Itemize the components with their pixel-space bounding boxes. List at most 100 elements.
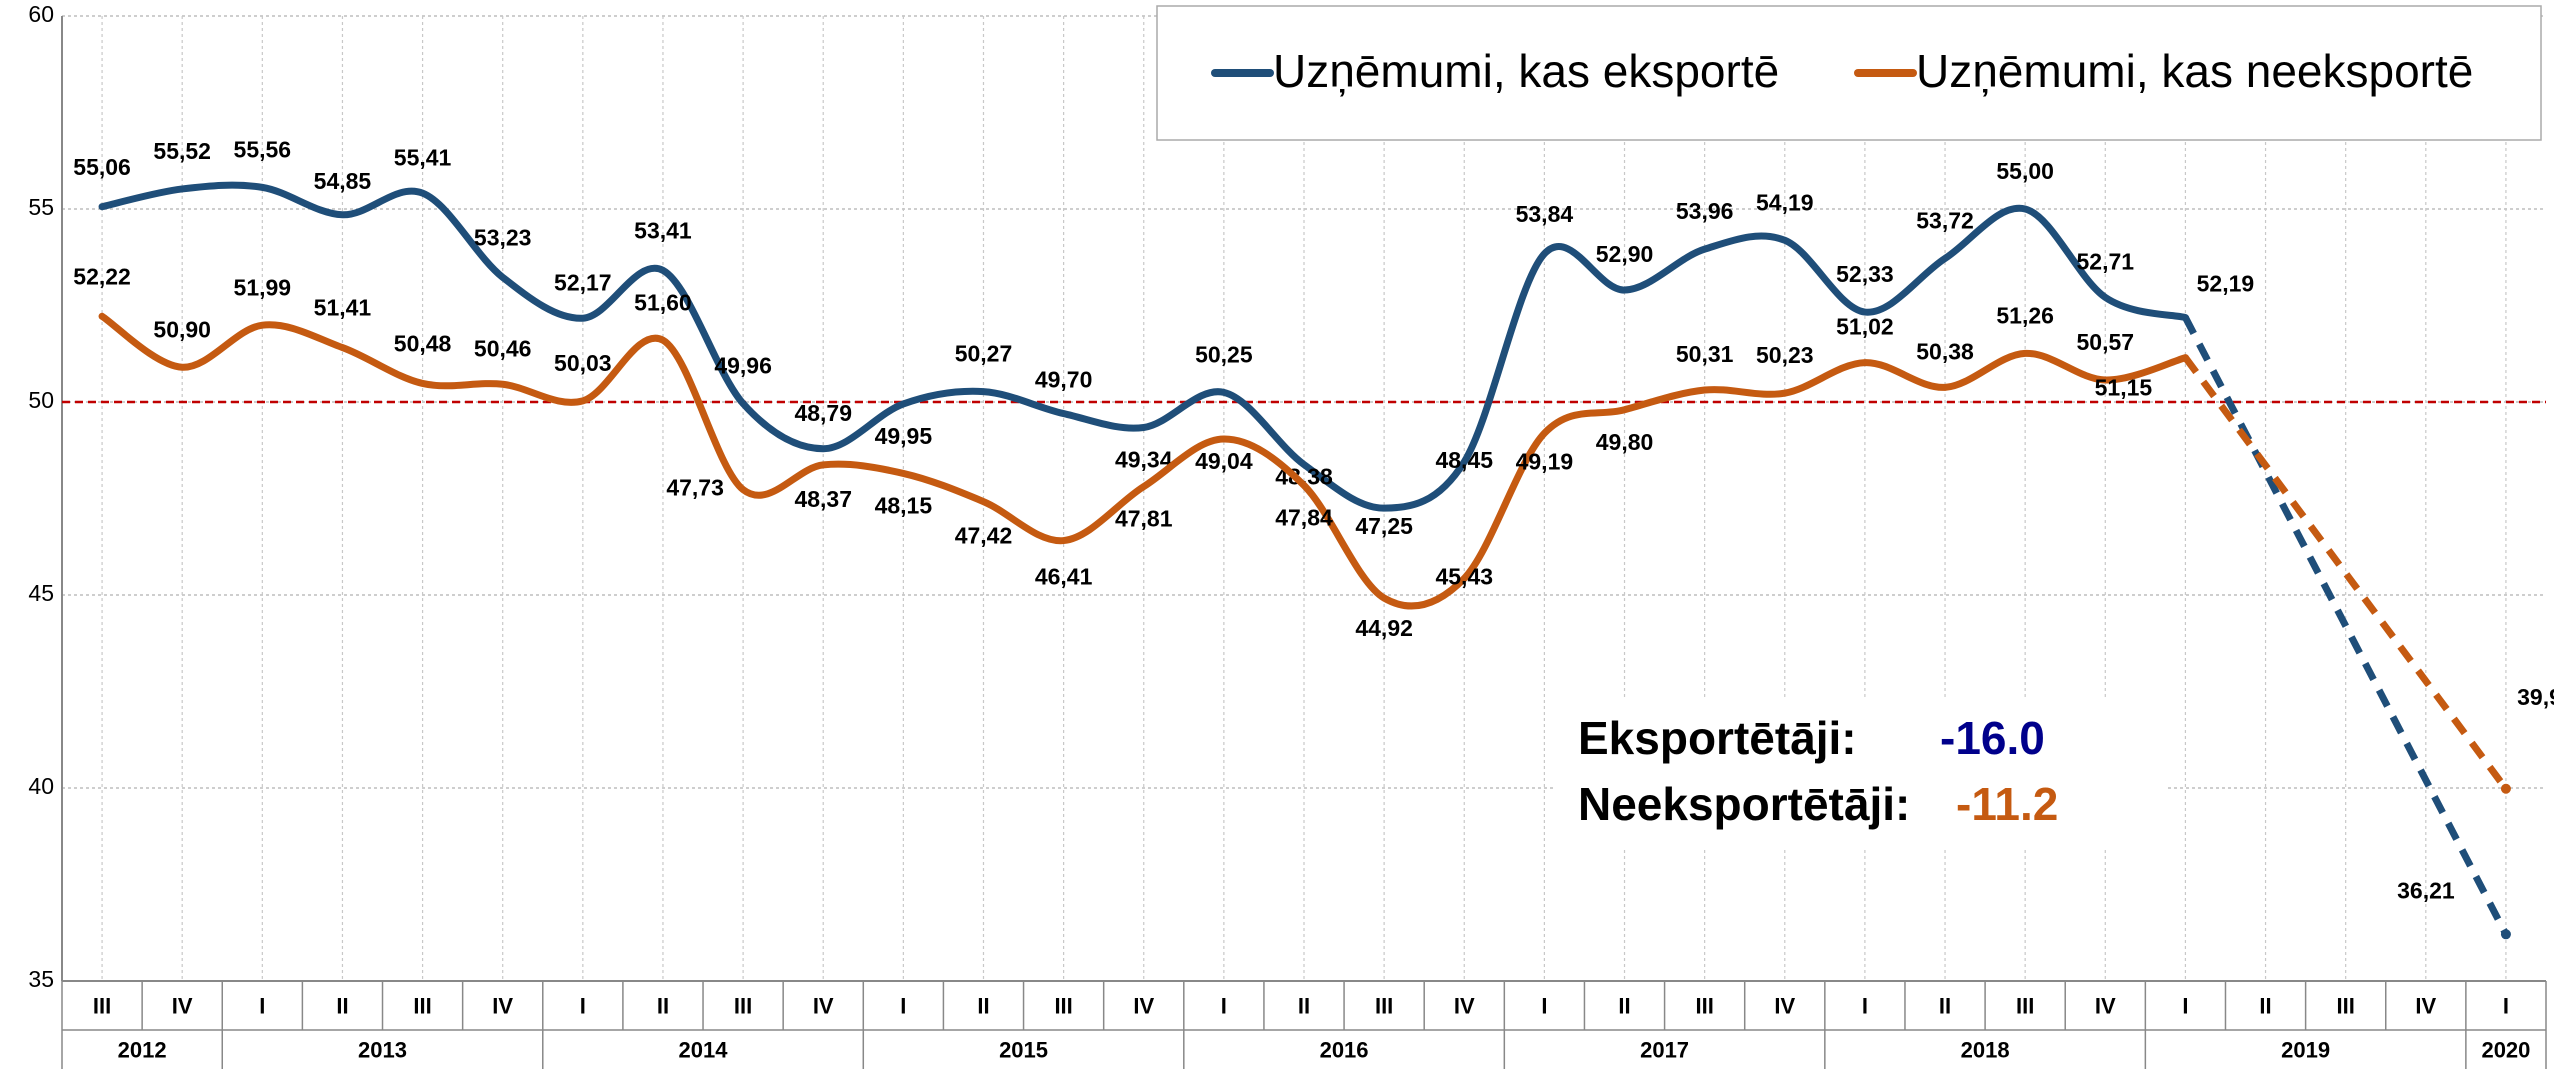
year-label: 2019 bbox=[2281, 1037, 2330, 1062]
x-tick-label: III bbox=[1054, 993, 1072, 1018]
data-label: 47,84 bbox=[1275, 504, 1333, 530]
data-label: 36,21 bbox=[2397, 877, 2455, 903]
x-tick-label: IV bbox=[172, 993, 193, 1018]
annotation-label: Neeksportētāji: bbox=[1578, 778, 1910, 830]
x-tick-label: IV bbox=[492, 993, 513, 1018]
annotation-value: -11.2 bbox=[1956, 778, 2058, 830]
year-label: 2017 bbox=[1640, 1037, 1689, 1062]
data-label: 50,23 bbox=[1756, 342, 1814, 368]
data-label: 55,06 bbox=[73, 154, 131, 180]
end-point bbox=[2500, 929, 2511, 940]
x-tick-label: I bbox=[1541, 993, 1547, 1018]
x-tick-label: III bbox=[2337, 993, 2355, 1018]
data-label: 50,46 bbox=[474, 335, 532, 361]
data-label: 45,43 bbox=[1435, 563, 1493, 589]
series-line bbox=[98, 181, 2189, 512]
data-label: 49,95 bbox=[875, 423, 933, 449]
data-label: 50,03 bbox=[554, 350, 612, 376]
legend-label: Uzņēmumi, kas eksportē bbox=[1273, 45, 1779, 97]
x-tick-label: I bbox=[1862, 993, 1868, 1018]
data-label: 53,41 bbox=[634, 217, 692, 243]
x-tick-label: I bbox=[900, 993, 906, 1018]
data-label: 51,15 bbox=[2095, 375, 2153, 401]
data-label: 55,56 bbox=[234, 136, 292, 162]
data-label: 50,25 bbox=[1195, 341, 1253, 367]
annotation-label: Eksportētāji: bbox=[1578, 712, 1857, 764]
data-label: 52,90 bbox=[1596, 241, 1654, 267]
x-tick-label: II bbox=[657, 993, 669, 1018]
y-tick-label: 60 bbox=[28, 1, 54, 27]
year-label: 2015 bbox=[999, 1037, 1048, 1062]
data-label: 51,26 bbox=[1996, 302, 2054, 328]
x-tick-label: I bbox=[259, 993, 265, 1018]
data-label: 52,19 bbox=[2197, 271, 2255, 297]
x-tick-label: I bbox=[2503, 993, 2509, 1018]
y-tick-label: 35 bbox=[28, 966, 54, 992]
year-label: 2013 bbox=[358, 1037, 407, 1062]
data-label: 53,96 bbox=[1676, 198, 1734, 224]
data-label: 48,79 bbox=[794, 400, 852, 426]
x-tick-label: II bbox=[1939, 993, 1951, 1018]
x-tick-label: IV bbox=[1774, 993, 1795, 1018]
data-label: 54,85 bbox=[314, 168, 372, 194]
x-tick-label: IV bbox=[1454, 993, 1475, 1018]
data-label: 50,48 bbox=[394, 331, 452, 357]
data-label: 47,73 bbox=[666, 475, 724, 501]
data-label: 52,17 bbox=[554, 269, 612, 295]
data-label: 55,00 bbox=[1996, 158, 2054, 184]
data-label: 51,99 bbox=[234, 274, 292, 300]
x-tick-label: III bbox=[93, 993, 111, 1018]
data-label: 51,02 bbox=[1836, 314, 1894, 340]
series-line bbox=[98, 312, 2189, 610]
data-label: 50,57 bbox=[2077, 329, 2135, 355]
data-label: 50,90 bbox=[153, 316, 211, 342]
data-label: 48,37 bbox=[794, 486, 852, 512]
year-label: 2020 bbox=[2481, 1037, 2530, 1062]
series-forecast-line bbox=[2182, 315, 2510, 936]
legend-box bbox=[1156, 5, 2542, 141]
x-tick-label: IV bbox=[1133, 993, 1154, 1018]
x-tick-label: I bbox=[580, 993, 586, 1018]
data-label: 50,31 bbox=[1676, 341, 1734, 367]
x-tick-label: I bbox=[1221, 993, 1227, 1018]
data-label: 50,27 bbox=[955, 341, 1013, 367]
data-label: 52,22 bbox=[73, 263, 131, 289]
x-tick-label: IV bbox=[2415, 993, 2436, 1018]
year-label: 2016 bbox=[1320, 1037, 1369, 1062]
year-label: 2012 bbox=[118, 1037, 167, 1062]
year-label: 2014 bbox=[679, 1037, 729, 1062]
y-tick-label: 55 bbox=[28, 194, 54, 220]
x-tick-label: II bbox=[1618, 993, 1630, 1018]
data-label: 51,60 bbox=[634, 289, 692, 315]
data-label: 52,71 bbox=[2077, 248, 2135, 274]
data-label: 48,15 bbox=[875, 492, 933, 518]
x-tick-label: IV bbox=[2095, 993, 2116, 1018]
data-label: 47,81 bbox=[1115, 506, 1173, 532]
data-label: 50,38 bbox=[1916, 338, 1974, 364]
data-label: 53,23 bbox=[474, 224, 532, 250]
x-tick-label: III bbox=[734, 993, 752, 1018]
x-tick-label: III bbox=[2016, 993, 2034, 1018]
data-label: 52,33 bbox=[1836, 261, 1894, 287]
data-label: 44,92 bbox=[1355, 615, 1413, 641]
y-tick-label: 40 bbox=[28, 773, 54, 799]
x-tick-label: IV bbox=[813, 993, 834, 1018]
x-tick-label: II bbox=[977, 993, 989, 1018]
data-label: 55,52 bbox=[153, 138, 211, 164]
data-label: 49,70 bbox=[1035, 367, 1093, 393]
annotation-box bbox=[1556, 700, 2167, 847]
x-tick-label: II bbox=[1298, 993, 1310, 1018]
data-label: 47,42 bbox=[955, 523, 1013, 549]
data-label: 46,41 bbox=[1035, 564, 1093, 590]
data-label: 49,96 bbox=[714, 353, 772, 379]
x-tick-label: II bbox=[2259, 993, 2271, 1018]
x-tick-label: III bbox=[413, 993, 431, 1018]
x-tick-label: II bbox=[336, 993, 348, 1018]
x-tick-label: I bbox=[2182, 993, 2188, 1018]
data-label: 49,04 bbox=[1195, 448, 1253, 474]
legend-label: Uzņēmumi, kas neeksportē bbox=[1916, 45, 2473, 97]
annotation-value: -16.0 bbox=[1940, 712, 2045, 764]
data-label: 54,19 bbox=[1756, 189, 1814, 215]
